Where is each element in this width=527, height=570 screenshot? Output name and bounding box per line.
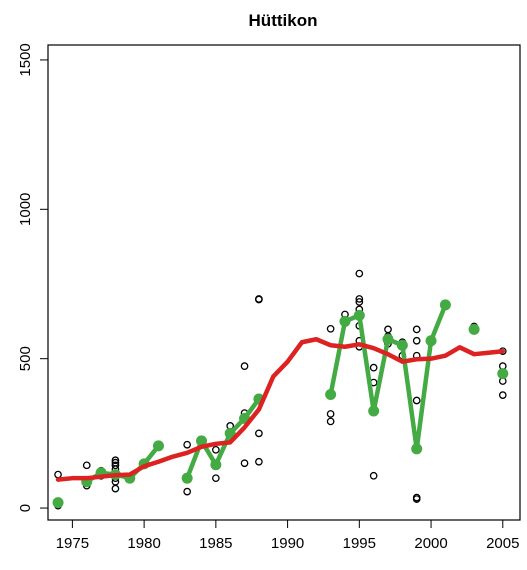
observation-point [355,269,364,278]
annual-point [497,368,509,380]
observation-point [355,295,364,303]
plot-frame [47,44,521,521]
annual-series [52,299,509,509]
observation-point [384,325,392,334]
observation-point [240,459,249,468]
observation-point [255,457,263,466]
observation-point [412,396,421,405]
observation-point [255,429,263,438]
y-tick-label: 1500 [17,43,34,76]
x-tick-label: 2005 [486,535,519,552]
observation-point [412,325,421,334]
observation-point [255,295,263,303]
annual-point [439,299,451,311]
observation-point [498,391,507,399]
annual-point [224,427,236,439]
observation-point [54,470,62,479]
y-tick-label: 0 [17,504,34,512]
observation-point [82,461,91,470]
annual-point [368,405,380,417]
x-tick-label: 1985 [199,535,232,552]
x-tick-label: 1975 [56,535,89,552]
annual-point [52,497,64,509]
observation-point [183,440,192,449]
chart-title: Hüttikon [249,11,318,30]
x-tick-label: 1995 [343,535,376,552]
observation-point [212,474,220,483]
observation-point [412,336,421,345]
annual-point [325,389,337,401]
annual-point [339,315,351,327]
smoothed-series-line [55,337,506,482]
x-tick-label: 2000 [414,535,447,552]
observation-point [412,493,421,502]
x-axis: 1975 1980 1985 1990 1995 2000 2005 [56,519,519,552]
y-tick-label: 1000 [17,193,34,226]
observation-point [326,410,335,418]
observation-point [355,298,364,306]
annual-point [382,333,394,345]
annual-point [353,309,365,321]
smoothed-series [55,337,506,482]
y-axis: 0 500 1000 1500 [17,43,49,512]
observation-point [111,461,120,470]
observation-point [240,362,249,370]
annual-point [468,323,480,335]
x-tick-label: 1990 [271,535,304,552]
observation-point [111,484,120,493]
annual-point [152,440,164,452]
annual-point [396,339,408,351]
annual-point [196,435,208,447]
observation-point [326,324,335,333]
annual-point [210,459,222,471]
annual-point [181,472,193,484]
annual-point [425,335,437,347]
observation-point [369,363,378,372]
y-tick-label: 500 [17,346,34,371]
observation-point [111,458,120,467]
observation-point [212,445,220,454]
x-tick-label: 1980 [127,535,160,552]
observation-point [326,417,335,426]
observation-point [369,471,378,480]
annual-point [411,443,423,455]
observation-point [111,456,120,465]
observation-point [183,487,192,496]
